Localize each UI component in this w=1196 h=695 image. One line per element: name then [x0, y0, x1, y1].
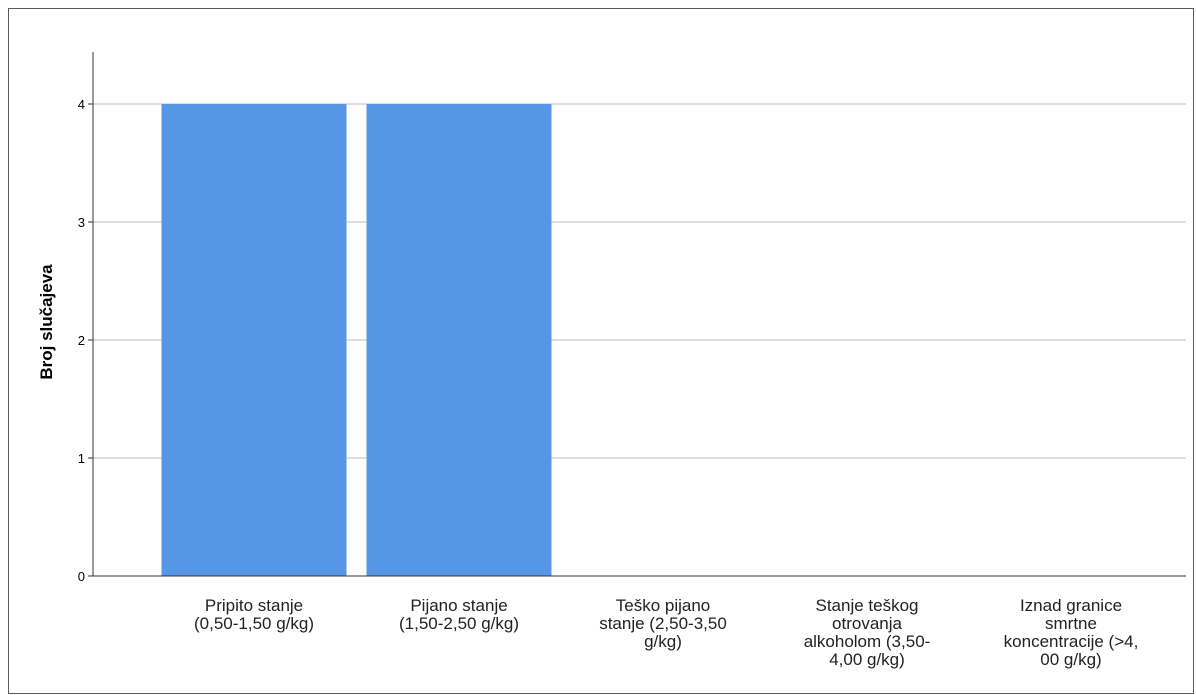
- bars: [161, 104, 552, 576]
- x-category-label-1: Pripito stanje (0,50-1,50 g/kg): [194, 596, 314, 633]
- x-category-labels: Pripito stanje (0,50-1,50 g/kg) Pijano sta…: [194, 596, 1138, 669]
- bar-2: [366, 104, 552, 576]
- y-tick-3: 3: [78, 215, 85, 230]
- y-tick-4: 4: [78, 97, 85, 112]
- y-tick-1: 1: [78, 451, 85, 466]
- y-tick-2: 2: [78, 333, 85, 348]
- y-axis-label: Broj slučajeva: [37, 264, 56, 380]
- y-tick-labels: 0 1 2 3 4: [78, 97, 85, 584]
- x-category-label-2: Pijano stanje (1,50-2,50 g/kg): [399, 596, 519, 633]
- x-category-label-3: Teško pijano stanje (2,50-3,50 g/kg): [599, 596, 727, 651]
- y-tick-0: 0: [78, 569, 85, 584]
- axes: [88, 52, 1186, 577]
- x-category-label-5: Iznad granice smrtne koncentracije (>4, 00 …: [1004, 596, 1139, 669]
- x-category-label-4: Stanje teškog otrovanja alkoholom (3,50-4,…: [804, 596, 931, 669]
- bar-1: [161, 104, 347, 576]
